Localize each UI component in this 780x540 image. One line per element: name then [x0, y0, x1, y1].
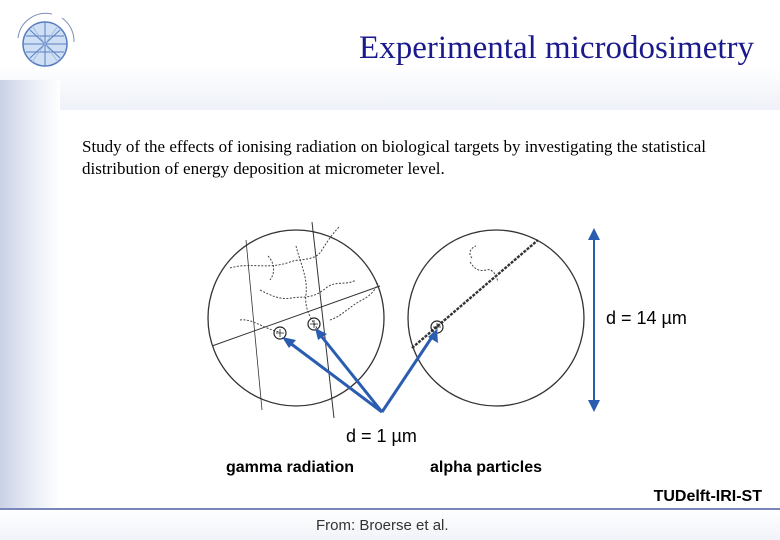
label-gamma-radiation: gamma radiation — [226, 459, 355, 476]
credit-text: TUDelft-IRI-ST — [653, 488, 762, 505]
slide-body-text: Study of the effects of ionising radiati… — [82, 137, 707, 178]
footer-band — [0, 510, 780, 540]
label-diameter-1um: d = 1 µm — [346, 426, 417, 446]
diameter-arrow-14um — [588, 228, 600, 412]
pointer-arrows-1um — [282, 328, 438, 414]
label-alpha-particles: alpha particles — [430, 459, 543, 476]
gamma-sphere — [207, 221, 385, 419]
source-citation: From: Broerse et al. — [316, 517, 449, 534]
alpha-sphere — [407, 229, 585, 407]
left-decorative-band — [0, 80, 60, 540]
slide-title: Experimental microdosimetry — [359, 30, 754, 66]
footer-divider — [0, 508, 780, 510]
globe-logo-icon — [17, 12, 75, 67]
label-diameter-14um: d = 14 µm — [606, 308, 687, 328]
header-bar — [0, 0, 780, 110]
